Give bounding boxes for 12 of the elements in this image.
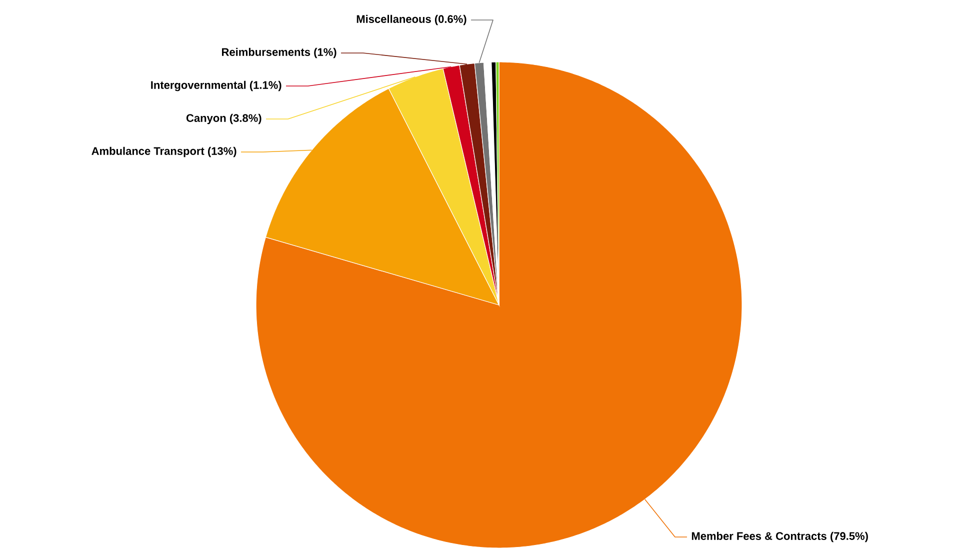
slice-label: Ambulance Transport <box>92 146 204 158</box>
slice-label: Canyon <box>186 114 226 124</box>
data-label: (13%) <box>208 146 236 158</box>
slice-label: Member Fees & Contracts <box>692 532 826 540</box>
data-label: (79.5%) <box>830 532 868 542</box>
slice-label: Miscellaneous <box>356 14 431 23</box>
data-label: (1%) <box>314 48 336 58</box>
data-label: (3.8%) <box>230 114 262 124</box>
data-label: (1.1%) <box>250 80 282 92</box>
slice-label: Intergovernmental <box>151 80 246 92</box>
data-label: (0.6%) <box>434 14 466 26</box>
slice-label: Reimbursements <box>222 48 310 56</box>
